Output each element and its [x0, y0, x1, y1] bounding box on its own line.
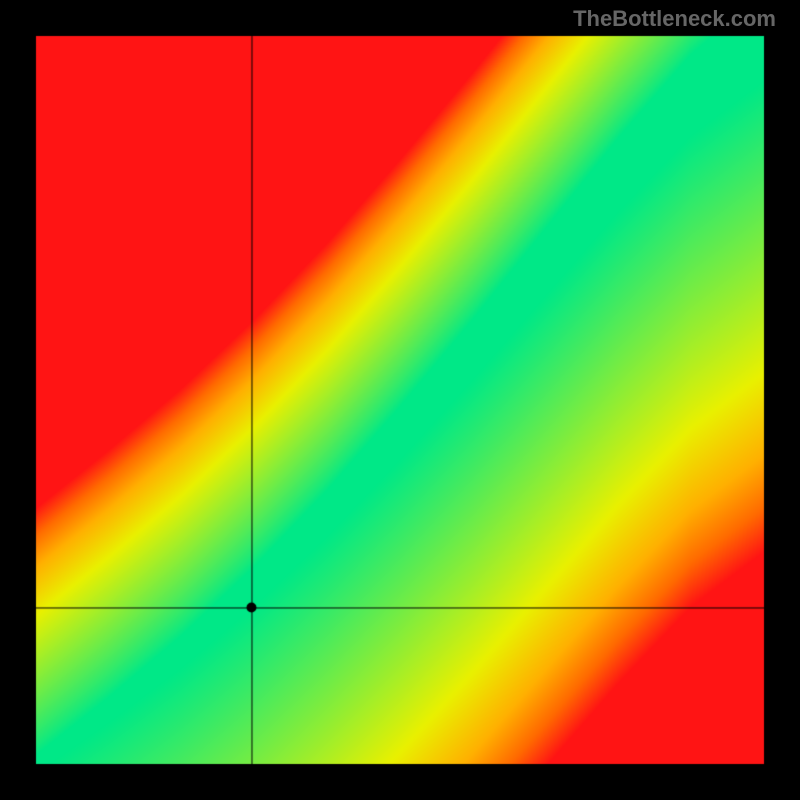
heatmap-canvas	[0, 0, 800, 800]
watermark-text: TheBottleneck.com	[573, 6, 776, 32]
figure-root: TheBottleneck.com	[0, 0, 800, 800]
